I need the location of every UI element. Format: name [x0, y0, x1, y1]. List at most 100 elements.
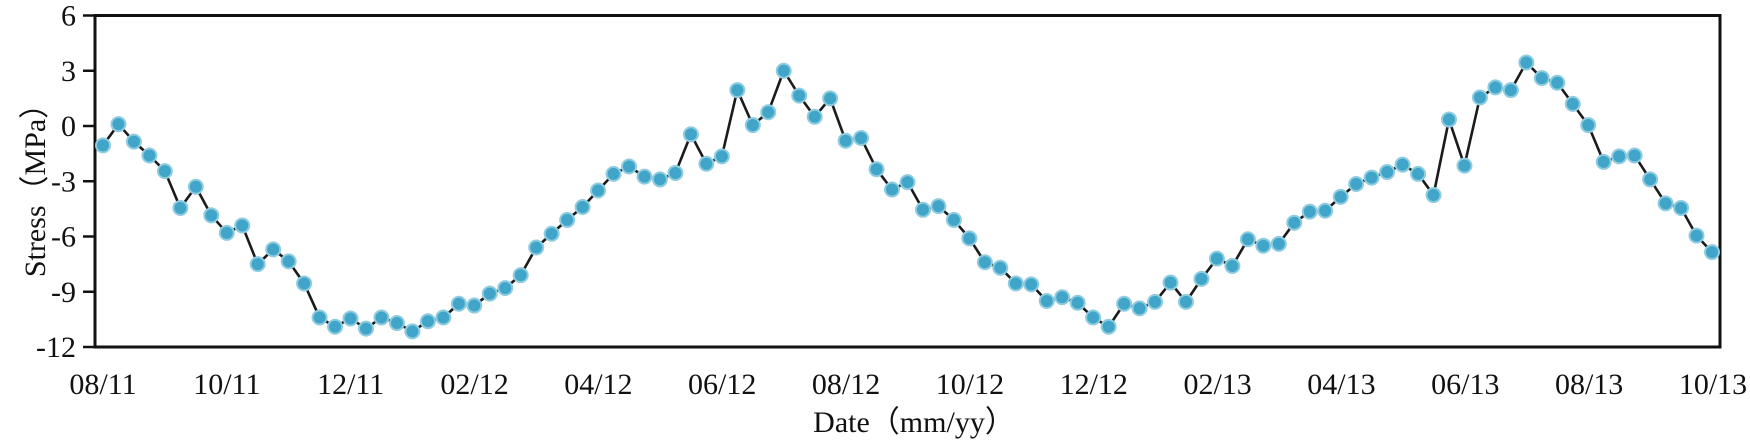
- x-tick-label: 12/11: [317, 368, 384, 401]
- data-point: [1657, 195, 1674, 212]
- x-tick-label: 02/12: [440, 368, 508, 401]
- data-point: [1642, 171, 1659, 188]
- data-point: [1038, 292, 1055, 309]
- data-point: [1208, 250, 1225, 267]
- data-point: [884, 181, 901, 198]
- data-point: [1177, 293, 1194, 310]
- y-tick-label: -3: [51, 165, 76, 198]
- data-point: [419, 313, 436, 330]
- data-point: [760, 104, 777, 121]
- x-tick-label: 02/13: [1183, 368, 1251, 401]
- data-point: [404, 323, 421, 340]
- x-axis-title: Date（mm/yy）: [813, 406, 1015, 439]
- data-point: [1611, 148, 1628, 165]
- series-markers: [95, 54, 1720, 340]
- data-point: [976, 254, 993, 271]
- data-point: [528, 239, 545, 256]
- data-point: [868, 161, 885, 178]
- x-tick-label: 12/12: [1060, 368, 1128, 401]
- data-point: [203, 207, 220, 224]
- y-axis-title: Stress（MPa）: [19, 88, 52, 278]
- data-point: [1286, 214, 1303, 231]
- y-axis: 6 3 0 -3 -6 -9 -12: [36, 0, 95, 364]
- data-point: [311, 309, 328, 326]
- data-point: [234, 217, 251, 234]
- data-point: [729, 82, 746, 99]
- data-point: [280, 253, 297, 270]
- data-point: [1131, 300, 1148, 317]
- data-point: [481, 285, 498, 302]
- x-tick-label: 08/11: [69, 368, 136, 401]
- x-tick-label: 10/11: [193, 368, 260, 401]
- data-point: [435, 309, 452, 326]
- data-point: [125, 133, 142, 150]
- data-point: [1301, 203, 1318, 220]
- data-point: [853, 129, 870, 146]
- data-point: [1440, 111, 1457, 128]
- data-point: [358, 320, 375, 337]
- data-point: [110, 116, 127, 133]
- data-point: [1549, 74, 1566, 91]
- data-point: [605, 165, 622, 182]
- data-point: [1456, 157, 1473, 174]
- data-point: [1054, 289, 1071, 306]
- data-point: [1471, 89, 1488, 106]
- data-point: [744, 117, 761, 134]
- data-point: [1363, 169, 1380, 186]
- data-point: [837, 132, 854, 149]
- x-tick-label: 10/12: [936, 368, 1004, 401]
- data-point: [1704, 244, 1720, 261]
- data-point: [373, 309, 390, 326]
- data-point: [249, 256, 266, 273]
- x-tick-label: 08/13: [1555, 368, 1623, 401]
- data-point: [187, 178, 204, 195]
- data-point: [775, 62, 792, 79]
- data-point: [651, 171, 668, 188]
- data-point: [899, 174, 916, 191]
- data-point: [141, 147, 158, 164]
- data-point: [961, 230, 978, 247]
- x-tick-label: 10/13: [1679, 368, 1747, 401]
- data-point: [636, 168, 653, 185]
- plot-frame: [93, 14, 1722, 349]
- data-point: [265, 241, 282, 258]
- data-point: [1425, 187, 1442, 204]
- data-point: [945, 211, 962, 228]
- data-point: [1193, 270, 1210, 287]
- data-point: [1162, 274, 1179, 291]
- data-point: [574, 199, 591, 216]
- data-point: [1518, 54, 1535, 71]
- data-point: [512, 267, 529, 284]
- data-point: [1147, 293, 1164, 310]
- data-point: [450, 295, 467, 312]
- data-point: [682, 126, 699, 143]
- data-point: [1069, 294, 1086, 311]
- y-tick-label: 3: [61, 55, 76, 88]
- data-point: [1100, 318, 1117, 335]
- data-point: [1317, 202, 1334, 219]
- x-tick-label: 04/12: [564, 368, 632, 401]
- data-point: [1332, 188, 1349, 205]
- x-tick-label: 04/13: [1307, 368, 1375, 401]
- data-point: [1580, 117, 1597, 134]
- data-point: [172, 199, 189, 216]
- x-tick-label: 06/12: [688, 368, 756, 401]
- data-point: [1487, 79, 1504, 96]
- data-point: [1270, 235, 1287, 252]
- series-line: [101, 61, 1714, 333]
- data-point: [1255, 237, 1272, 254]
- data-point: [1564, 95, 1581, 112]
- data-point: [156, 163, 173, 180]
- data-point: [1239, 231, 1256, 248]
- data-point: [1348, 176, 1365, 193]
- data-point: [388, 315, 405, 332]
- data-point: [713, 148, 730, 165]
- data-point: [992, 259, 1009, 276]
- data-point: [822, 90, 839, 107]
- x-tick-label: 06/13: [1431, 368, 1499, 401]
- data-point: [1379, 164, 1396, 181]
- data-point: [95, 137, 111, 154]
- data-point: [1410, 165, 1427, 182]
- data-point: [1023, 276, 1040, 293]
